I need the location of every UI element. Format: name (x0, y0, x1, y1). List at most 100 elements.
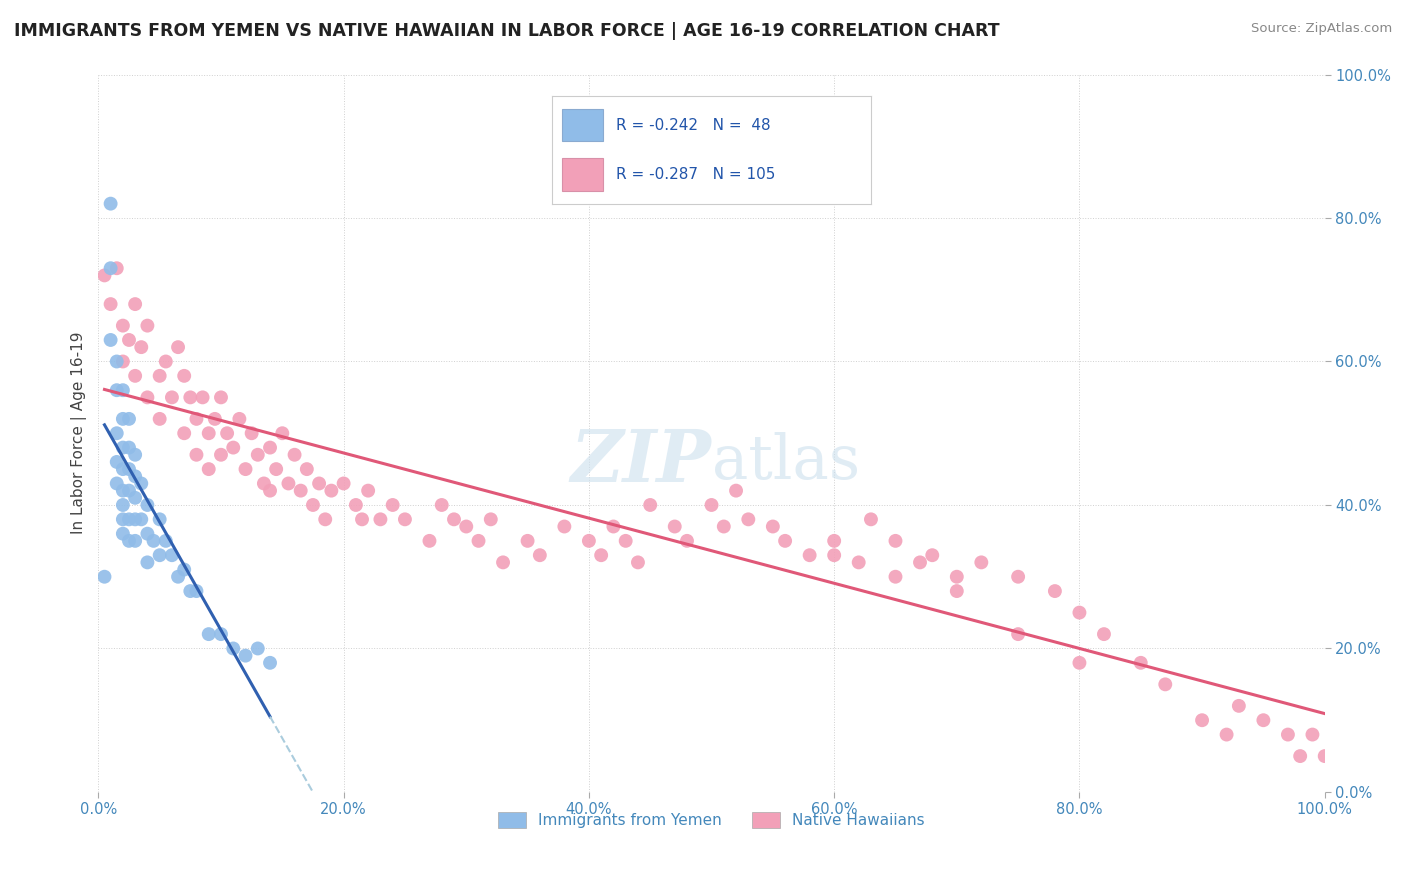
Point (1043, 584, 1066, 599)
Point (118, 412, 141, 426)
Point (204, 412, 226, 426)
Text: IMMIGRANTS FROM YEMEN VS NATIVE HAWAIIAN IN LABOR FORCE | AGE 16-19 CORRELATION : IMMIGRANTS FROM YEMEN VS NATIVE HAWAIIAN… (14, 22, 1000, 40)
Point (186, 448, 208, 462)
Point (222, 441, 245, 455)
Point (394, 512, 416, 526)
Point (118, 333, 141, 347)
Point (149, 548, 172, 562)
Point (290, 483, 312, 498)
Point (111, 412, 134, 426)
Point (1092, 627, 1115, 641)
Point (259, 483, 281, 498)
Point (418, 533, 440, 548)
Point (946, 570, 969, 584)
Point (111, 526, 134, 541)
Point (456, 519, 478, 533)
Point (136, 390, 159, 404)
Point (467, 533, 489, 548)
Point (111, 512, 134, 526)
Point (173, 426, 195, 441)
Point (664, 519, 686, 533)
Point (100, 196, 122, 211)
Point (321, 483, 343, 498)
Point (264, 462, 287, 476)
Point (1129, 656, 1152, 670)
Point (100, 297, 122, 311)
Point (1007, 627, 1029, 641)
Point (111, 354, 134, 368)
Point (627, 555, 650, 569)
Text: atlas: atlas (711, 432, 859, 491)
Point (100, 261, 122, 276)
Point (246, 448, 269, 462)
Point (105, 261, 128, 276)
Point (186, 584, 208, 599)
Point (160, 390, 183, 404)
Point (277, 476, 299, 491)
Point (105, 476, 128, 491)
Point (614, 533, 637, 548)
Point (136, 555, 159, 569)
Point (314, 512, 336, 526)
Point (142, 533, 165, 548)
Point (1277, 728, 1299, 742)
Point (149, 368, 172, 383)
Point (725, 483, 748, 498)
Point (823, 533, 845, 548)
Point (124, 368, 146, 383)
Point (179, 390, 201, 404)
Point (136, 318, 159, 333)
Point (516, 533, 538, 548)
Point (246, 641, 269, 656)
Point (823, 548, 845, 562)
Point (859, 512, 882, 526)
Point (118, 533, 141, 548)
Point (209, 390, 232, 404)
Point (578, 533, 600, 548)
Point (259, 441, 281, 455)
Point (529, 548, 551, 562)
Point (197, 426, 219, 441)
Point (124, 512, 146, 526)
Point (124, 469, 146, 483)
Point (430, 498, 453, 512)
Point (344, 498, 367, 512)
Point (253, 476, 276, 491)
Point (1289, 749, 1312, 764)
Point (370, 512, 392, 526)
Point (1253, 713, 1275, 727)
Point (799, 548, 821, 562)
Point (222, 641, 245, 656)
Point (1154, 677, 1177, 691)
Point (295, 462, 318, 476)
Point (591, 548, 613, 562)
Point (240, 426, 263, 441)
Point (884, 533, 907, 548)
Point (235, 648, 257, 663)
Point (638, 498, 661, 512)
Point (443, 512, 465, 526)
Point (100, 333, 122, 347)
Point (118, 483, 141, 498)
Point (908, 555, 931, 569)
Point (124, 491, 146, 505)
Legend: Immigrants from Yemen, Native Hawaiians: Immigrants from Yemen, Native Hawaiians (492, 806, 931, 835)
Point (676, 533, 699, 548)
Point (186, 412, 208, 426)
Point (93, 268, 115, 283)
Point (713, 519, 735, 533)
Point (1069, 656, 1091, 670)
Point (235, 462, 257, 476)
Point (149, 512, 172, 526)
Point (884, 570, 907, 584)
Point (105, 455, 128, 469)
Point (93, 570, 115, 584)
Point (197, 462, 219, 476)
Point (129, 512, 152, 526)
Point (259, 656, 281, 670)
Point (191, 390, 214, 404)
Point (111, 483, 134, 498)
Point (381, 498, 404, 512)
Point (129, 476, 152, 491)
Point (350, 512, 373, 526)
